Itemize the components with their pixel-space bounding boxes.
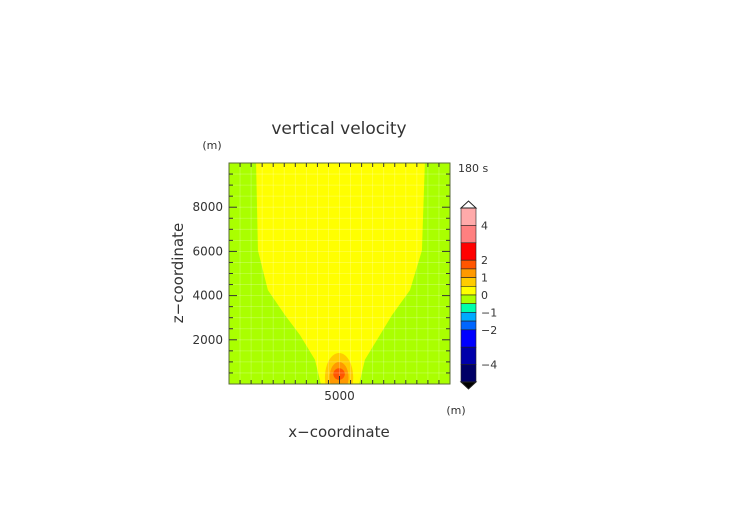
y-tick-label: 8000 bbox=[192, 200, 223, 214]
time-label: 180 s bbox=[458, 162, 488, 175]
x-unit-label: (m) bbox=[446, 404, 465, 417]
colorbar-extend-bottom bbox=[459, 381, 478, 390]
contour-layers bbox=[229, 163, 450, 384]
y-tick-label: 2000 bbox=[192, 333, 223, 347]
colorbar-band bbox=[460, 364, 477, 383]
colorbar-label: 4 bbox=[481, 219, 488, 232]
y-unit-label: (m) bbox=[202, 139, 221, 152]
chart-title: vertical velocity bbox=[271, 119, 406, 139]
y-tick-label: 6000 bbox=[192, 244, 223, 258]
contour-region-3 bbox=[333, 368, 345, 380]
colorbar-label: −2 bbox=[481, 324, 497, 337]
colorbar-band bbox=[460, 320, 477, 331]
y-axis-label: z−coordinate bbox=[169, 223, 187, 323]
colorbar-label: −4 bbox=[481, 359, 497, 372]
x-tick-label: 5000 bbox=[324, 389, 355, 403]
x-axis-label: x−coordinate bbox=[288, 423, 389, 441]
colorbar-band bbox=[460, 329, 477, 348]
y-ticks: 2000 4000 6000 8000 bbox=[192, 200, 223, 347]
colorbar-band bbox=[460, 259, 477, 270]
colorbar-label: −1 bbox=[481, 306, 497, 319]
colorbar: 4 2 1 0 −1 −2 −4 bbox=[459, 200, 497, 390]
colorbar-band bbox=[460, 285, 477, 296]
colorbar-band bbox=[460, 268, 477, 278]
colorbar-band bbox=[460, 312, 477, 322]
colorbar-label: 0 bbox=[481, 289, 488, 302]
plot-area bbox=[228, 162, 451, 385]
colorbar-band bbox=[460, 346, 477, 365]
contour-region-0 bbox=[256, 163, 425, 384]
colorbar-band bbox=[460, 225, 477, 244]
colorbar-band bbox=[460, 303, 477, 313]
colorbar-label: 2 bbox=[481, 254, 488, 267]
colorbar-band bbox=[460, 294, 477, 304]
y-tick-label: 4000 bbox=[192, 289, 223, 303]
colorbar-band bbox=[460, 277, 477, 287]
colorbar-band bbox=[460, 207, 477, 226]
colorbar-band bbox=[460, 242, 477, 261]
colorbar-label: 1 bbox=[481, 272, 488, 285]
colorbar-extend-top bbox=[459, 200, 478, 209]
x-ticks: 5000 bbox=[324, 389, 355, 403]
